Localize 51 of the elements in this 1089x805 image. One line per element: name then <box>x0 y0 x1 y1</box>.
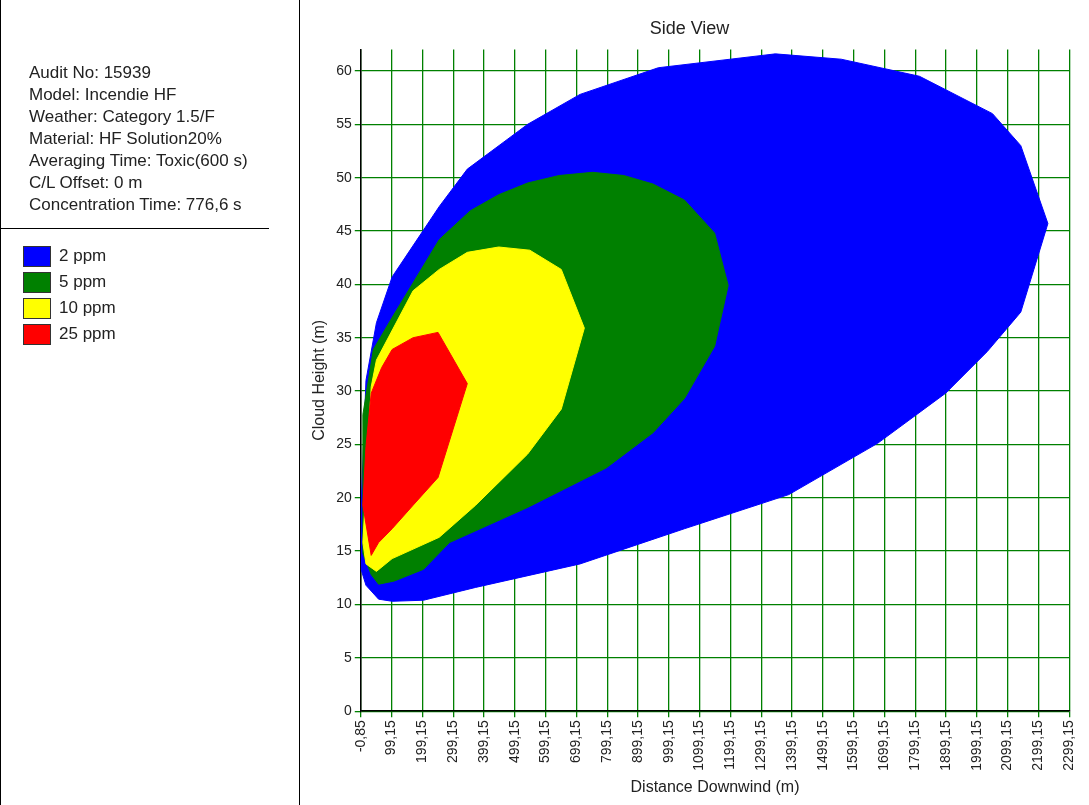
x-tick-label: 1999,15 <box>967 719 984 771</box>
y-tick-label: 35 <box>336 328 352 345</box>
x-tick-label: 2099,15 <box>998 719 1015 771</box>
legend-label: 5 ppm <box>59 271 107 293</box>
x-tick-label: 1699,15 <box>875 719 892 771</box>
x-tick-label: 1099,15 <box>690 719 707 771</box>
text: Concentration Time: 776,6 s <box>29 194 243 216</box>
x-tick-label: 999,15 <box>659 719 676 764</box>
y-tick-label: 10 <box>336 595 352 612</box>
y-tick-label: 45 <box>336 221 352 238</box>
x-tick-label: 699,15 <box>567 719 584 764</box>
y-tick-label: 55 <box>336 115 352 132</box>
y-tick-label: 15 <box>336 541 352 558</box>
text: Audit No: 15939 <box>29 62 152 84</box>
y-tick-label: 20 <box>336 488 352 505</box>
x-tick-label: 1499,15 <box>813 719 830 771</box>
y-axis-title: Cloud Height (m) <box>310 319 328 441</box>
x-tick-label: 2299,15 <box>1060 719 1077 771</box>
x-axis-title: Distance Downwind (m) <box>630 777 800 795</box>
x-tick-label: 1599,15 <box>844 719 861 771</box>
text: Material: HF Solution20% <box>29 128 223 150</box>
text: Model: Incendie HF <box>29 84 178 106</box>
x-tick-label: 99,15 <box>382 719 399 756</box>
chart-title: Side View <box>649 17 731 38</box>
y-tick-label: 5 <box>343 648 352 665</box>
legend-label: 10 ppm <box>59 297 116 319</box>
x-tick-label: 599,15 <box>536 719 553 764</box>
y-tick-label: 40 <box>336 275 352 292</box>
text: Averaging Time: Toxic(600 s) <box>29 150 249 172</box>
y-tick-label: 30 <box>336 381 352 398</box>
x-tick-label: 299,15 <box>444 719 461 764</box>
x-tick-label: 1399,15 <box>782 719 799 771</box>
text: C/L Offset: 0 m <box>29 172 144 194</box>
x-tick-label: 1199,15 <box>721 719 738 770</box>
y-tick-label: 25 <box>336 435 352 452</box>
y-tick-label: 0 <box>343 702 352 719</box>
y-tick-label: 50 <box>336 168 352 185</box>
x-tick-label: 899,15 <box>628 719 645 764</box>
text: Weather: Category 1.5/F <box>29 106 216 128</box>
x-tick-label: 799,15 <box>598 719 615 764</box>
y-tick-label: 60 <box>336 61 352 78</box>
x-tick-label: 1799,15 <box>906 719 923 771</box>
x-tick-label: 1299,15 <box>752 719 769 771</box>
x-tick-label: 1899,15 <box>936 719 953 771</box>
legend-label: 25 ppm <box>59 323 116 345</box>
x-tick-label: 2199,15 <box>1029 719 1046 771</box>
legend-label: 2 ppm <box>59 245 107 267</box>
x-tick-label: 499,15 <box>505 719 522 764</box>
x-tick-label: -0,85 <box>351 719 368 753</box>
x-tick-label: 199,15 <box>413 719 430 764</box>
x-tick-label: 399,15 <box>474 719 491 764</box>
